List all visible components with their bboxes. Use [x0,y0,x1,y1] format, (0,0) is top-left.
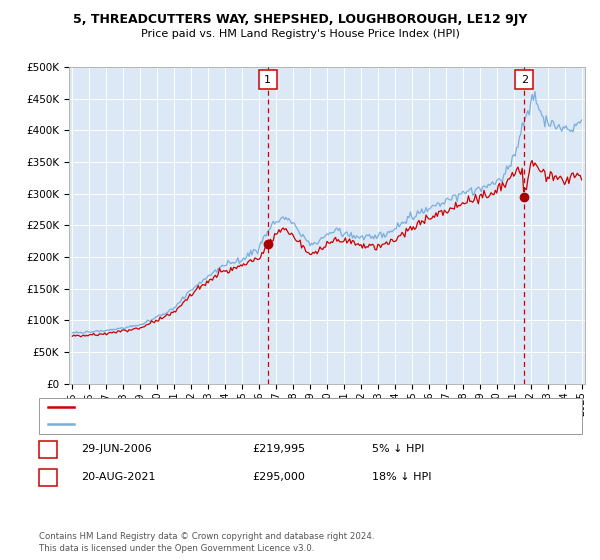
Text: 1: 1 [44,444,52,454]
Text: 2: 2 [521,74,528,85]
Text: 5% ↓ HPI: 5% ↓ HPI [372,444,424,454]
Text: £295,000: £295,000 [252,472,305,482]
Text: 1: 1 [264,74,271,85]
Text: 20-AUG-2021: 20-AUG-2021 [81,472,155,482]
Text: 2: 2 [44,472,52,482]
Text: 5, THREADCUTTERS WAY, SHEPSHED, LOUGHBOROUGH, LE12 9JY (detached house): 5, THREADCUTTERS WAY, SHEPSHED, LOUGHBOR… [79,403,488,412]
Text: 29-JUN-2006: 29-JUN-2006 [81,444,152,454]
Text: HPI: Average price, detached house, Charnwood: HPI: Average price, detached house, Char… [79,419,314,429]
Text: 18% ↓ HPI: 18% ↓ HPI [372,472,431,482]
Text: Price paid vs. HM Land Registry's House Price Index (HPI): Price paid vs. HM Land Registry's House … [140,29,460,39]
Text: £219,995: £219,995 [252,444,305,454]
Text: 5, THREADCUTTERS WAY, SHEPSHED, LOUGHBOROUGH, LE12 9JY: 5, THREADCUTTERS WAY, SHEPSHED, LOUGHBOR… [73,13,527,26]
Text: Contains HM Land Registry data © Crown copyright and database right 2024.
This d: Contains HM Land Registry data © Crown c… [39,532,374,553]
